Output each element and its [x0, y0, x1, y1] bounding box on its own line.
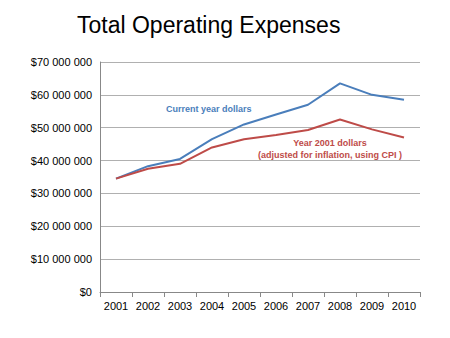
svg-text:2008: 2008 [328, 300, 352, 312]
svg-text:2010: 2010 [392, 300, 416, 312]
svg-text:$10 000 000: $10 000 000 [31, 253, 92, 265]
svg-text:$40 000 000: $40 000 000 [31, 155, 92, 167]
svg-text:Year 2001 dollars: Year 2001 dollars [293, 138, 367, 148]
svg-text:$30 000 000: $30 000 000 [31, 187, 92, 199]
svg-text:$70 000 000: $70 000 000 [31, 56, 92, 68]
svg-text:(adjusted for inflation, using: (adjusted for inflation, using CPI ) [258, 150, 402, 160]
svg-text:2007: 2007 [296, 300, 320, 312]
svg-text:2004: 2004 [200, 300, 224, 312]
svg-text:$60 000 000: $60 000 000 [31, 89, 92, 101]
svg-text:$50 000 000: $50 000 000 [31, 122, 92, 134]
svg-text:2003: 2003 [168, 300, 192, 312]
svg-text:2001: 2001 [104, 300, 128, 312]
svg-text:$0: $0 [80, 286, 92, 298]
svg-text:2005: 2005 [232, 300, 256, 312]
svg-text:2002: 2002 [136, 300, 160, 312]
svg-text:2006: 2006 [264, 300, 288, 312]
svg-text:Total Operating Expenses: Total Operating Expenses [77, 12, 340, 38]
svg-text:2009: 2009 [360, 300, 384, 312]
svg-text:$20 000 000: $20 000 000 [31, 220, 92, 232]
svg-text:Current year dollars: Current year dollars [166, 104, 252, 114]
